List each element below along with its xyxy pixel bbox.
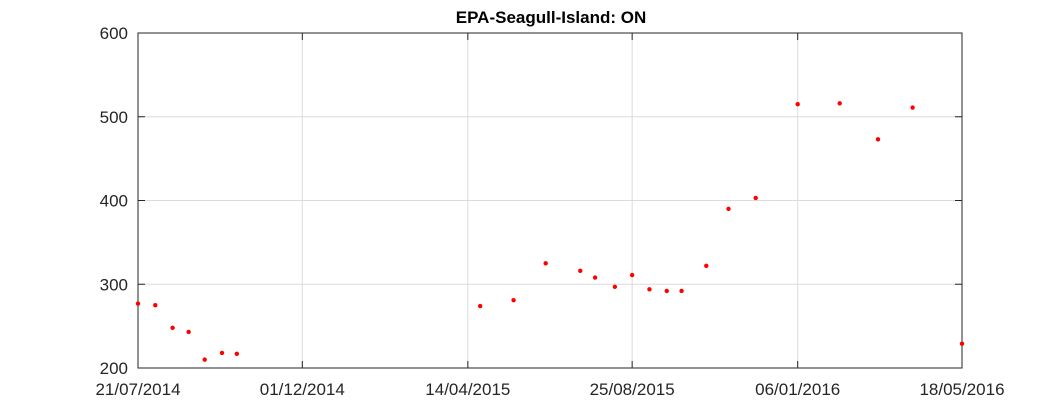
x-tick-label: 06/01/2016 xyxy=(755,380,840,399)
chart-title: EPA-Seagull-Island: ON xyxy=(456,8,647,27)
data-point xyxy=(135,301,141,306)
data-point xyxy=(234,351,240,356)
data-point xyxy=(153,302,158,308)
data-point xyxy=(647,287,652,292)
y-tick-label: 600 xyxy=(100,24,128,43)
y-tick-label: 300 xyxy=(100,275,128,294)
x-tick-label: 21/07/2014 xyxy=(95,380,180,399)
x-tick-label: 18/05/2016 xyxy=(919,380,1004,399)
data-point xyxy=(170,325,175,330)
x-tick-label: 25/08/2015 xyxy=(590,380,675,399)
data-point xyxy=(578,268,583,274)
data-point xyxy=(704,263,709,269)
data-point xyxy=(592,275,598,280)
data-point xyxy=(875,137,881,142)
data-point xyxy=(959,341,965,346)
y-tick-label: 500 xyxy=(100,108,128,127)
data-point xyxy=(629,272,635,278)
data-point xyxy=(726,206,731,212)
data-point xyxy=(543,261,548,266)
x-tick-label: 01/12/2014 xyxy=(260,380,345,399)
data-point xyxy=(664,288,669,294)
y-axis-tick-labels: 200 300 400 500 600 xyxy=(100,24,128,378)
data-point xyxy=(679,288,684,294)
data-point xyxy=(837,101,842,106)
data-point xyxy=(612,284,618,289)
x-axis-tick-labels: 21/07/2014 01/12/2014 14/04/2015 25/08/2015… xyxy=(95,380,1004,399)
axis-ticks xyxy=(137,32,963,369)
grid-lines xyxy=(137,32,963,369)
data-point xyxy=(795,101,800,107)
data-point xyxy=(478,303,483,309)
data-point xyxy=(753,195,758,201)
data-points xyxy=(135,101,965,362)
data-point xyxy=(511,297,516,303)
y-tick-label: 200 xyxy=(100,359,128,378)
y-tick-label: 400 xyxy=(100,192,128,211)
data-point xyxy=(186,329,191,335)
data-point xyxy=(910,105,915,110)
data-point xyxy=(202,357,207,362)
x-tick-label: 14/04/2015 xyxy=(425,380,510,399)
data-point xyxy=(219,350,225,356)
